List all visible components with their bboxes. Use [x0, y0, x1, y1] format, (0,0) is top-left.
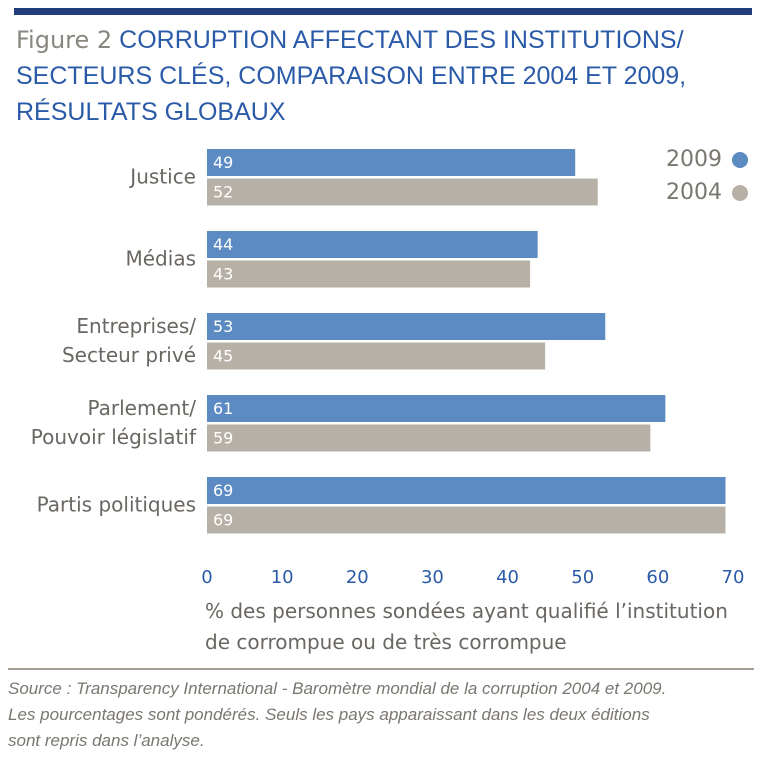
legend-swatch	[732, 185, 748, 201]
category-label: Justice	[130, 164, 196, 189]
title-block: Figure 2 CORRUPTION AFFECTANT DES INSTIT…	[16, 22, 756, 130]
category-label: Partis politiques	[36, 492, 196, 517]
x-tick-label: 0	[201, 567, 212, 588]
bar	[207, 477, 726, 504]
x-tick-label: 30	[421, 567, 444, 588]
bar	[207, 424, 651, 452]
legend-swatch	[732, 152, 748, 168]
x-tick-label: 70	[722, 567, 745, 588]
x-tick-label: 50	[571, 567, 594, 588]
value-label: 69	[213, 481, 233, 500]
value-label: 52	[213, 183, 233, 202]
source-note: Source : Transparency International - Ba…	[8, 679, 667, 750]
bar	[207, 178, 598, 206]
value-label: 69	[213, 511, 233, 530]
x-tick-label: 40	[496, 567, 519, 588]
bar	[207, 313, 606, 340]
chart-title: CORRUPTION AFFECTANT DES INSTITUTIONS/ S…	[16, 26, 687, 126]
bar	[207, 231, 538, 258]
category-label: Entreprises/ Secteur privé	[61, 314, 196, 367]
value-label: 59	[213, 429, 233, 448]
x-tick-label: 60	[646, 567, 669, 588]
legend-label: 2009	[666, 147, 722, 172]
bar	[207, 342, 546, 370]
bar	[207, 149, 576, 176]
value-label: 61	[213, 399, 233, 418]
bar	[207, 260, 531, 288]
category-label: Médias	[125, 246, 197, 271]
separator	[8, 668, 754, 670]
value-label: 53	[213, 317, 233, 336]
bar	[207, 506, 726, 534]
x-tick-label: 20	[346, 567, 369, 588]
bar	[207, 395, 666, 422]
top-bar	[14, 8, 752, 15]
category-label: Parlement/ Pouvoir législatif	[30, 396, 196, 449]
value-label: 49	[213, 153, 233, 172]
x-axis-label: % des personnes sondées ayant qualifié l…	[205, 599, 728, 654]
value-label: 44	[213, 235, 233, 254]
value-label: 45	[213, 347, 233, 366]
x-tick-label: 10	[271, 567, 294, 588]
value-label: 43	[213, 265, 233, 284]
legend-label: 2004	[666, 180, 722, 205]
figure-label: Figure 2	[16, 26, 113, 54]
